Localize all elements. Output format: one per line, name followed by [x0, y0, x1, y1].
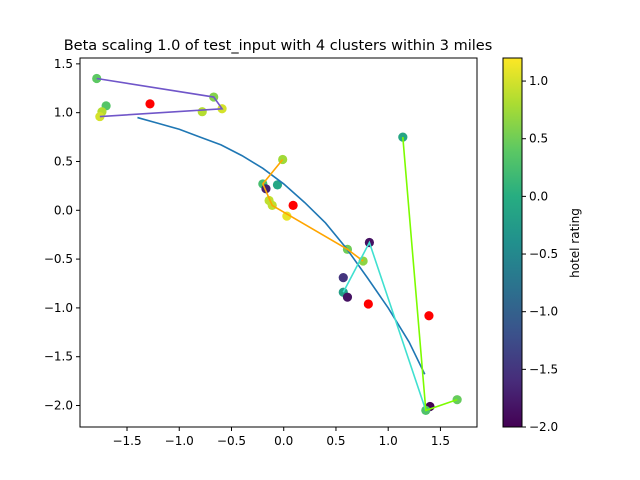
x-tick-label: 1.0: [379, 434, 398, 448]
hotel-point: [272, 180, 283, 190]
y-tick-label: 0.0: [54, 203, 73, 217]
colorbar-label: hotel rating: [568, 208, 582, 278]
hotel-point: [197, 107, 207, 117]
colorbar-tick-label: −1.0: [529, 305, 558, 319]
x-tick-label: −1.0: [165, 434, 194, 448]
trend-curve: [137, 116, 426, 375]
y-axis: −2.0 −1.5 −1.0 −0.5 0.0 0.5 1.0 1.5: [44, 57, 80, 413]
y-tick-label: 1.5: [54, 57, 73, 71]
cluster-route-line: [261, 159, 364, 262]
y-tick-label: −2.0: [44, 399, 73, 413]
x-axis: −1.5 −1.0 −0.5 0.0 0.5 1.0 1.5: [112, 427, 450, 448]
cluster-centroid: [145, 99, 155, 109]
chart-title: Beta scaling 1.0 of test_input with 4 cl…: [64, 38, 493, 54]
hotel-point: [282, 211, 292, 221]
x-tick-label: 0.0: [274, 434, 293, 448]
colorbar-tick-label: 1.0: [529, 74, 548, 88]
y-tick-label: −0.5: [44, 252, 73, 266]
colorbar-tick-label: −2.0: [529, 420, 558, 434]
plot-area: [92, 73, 462, 416]
cluster-route-line: [96, 77, 224, 118]
hotel-point: [398, 132, 408, 142]
y-tick-label: −1.0: [44, 301, 73, 315]
cluster-centroid: [363, 299, 373, 309]
colorbar-tick-label: 0.0: [529, 189, 548, 203]
hotel-point: [342, 292, 353, 302]
cluster-route-line: [402, 137, 458, 412]
colorbar-tick-label: −1.5: [529, 362, 558, 376]
cluster-centroid: [424, 311, 434, 321]
colorbar: [503, 58, 522, 427]
plot-frame: [79, 57, 478, 428]
cluster-route-line: [342, 240, 427, 411]
x-tick-label: −0.5: [217, 434, 246, 448]
x-tick-label: 1.5: [431, 434, 450, 448]
y-tick-label: 1.0: [54, 106, 73, 120]
x-tick-label: 0.5: [326, 434, 345, 448]
colorbar-tick-label: 0.5: [529, 132, 548, 146]
cluster-centroid: [288, 200, 298, 211]
x-tick-label: −1.5: [112, 434, 141, 448]
y-tick-label: −1.5: [44, 350, 73, 364]
hotel-point: [338, 273, 348, 283]
colorbar-tick-label: −0.5: [529, 247, 558, 261]
colorbar-axis: −2.0 −1.5 −1.0 −0.5 0.0 0.5 1.0: [522, 74, 558, 434]
colorbar-frame: [502, 57, 523, 428]
y-tick-label: 0.5: [54, 154, 73, 168]
